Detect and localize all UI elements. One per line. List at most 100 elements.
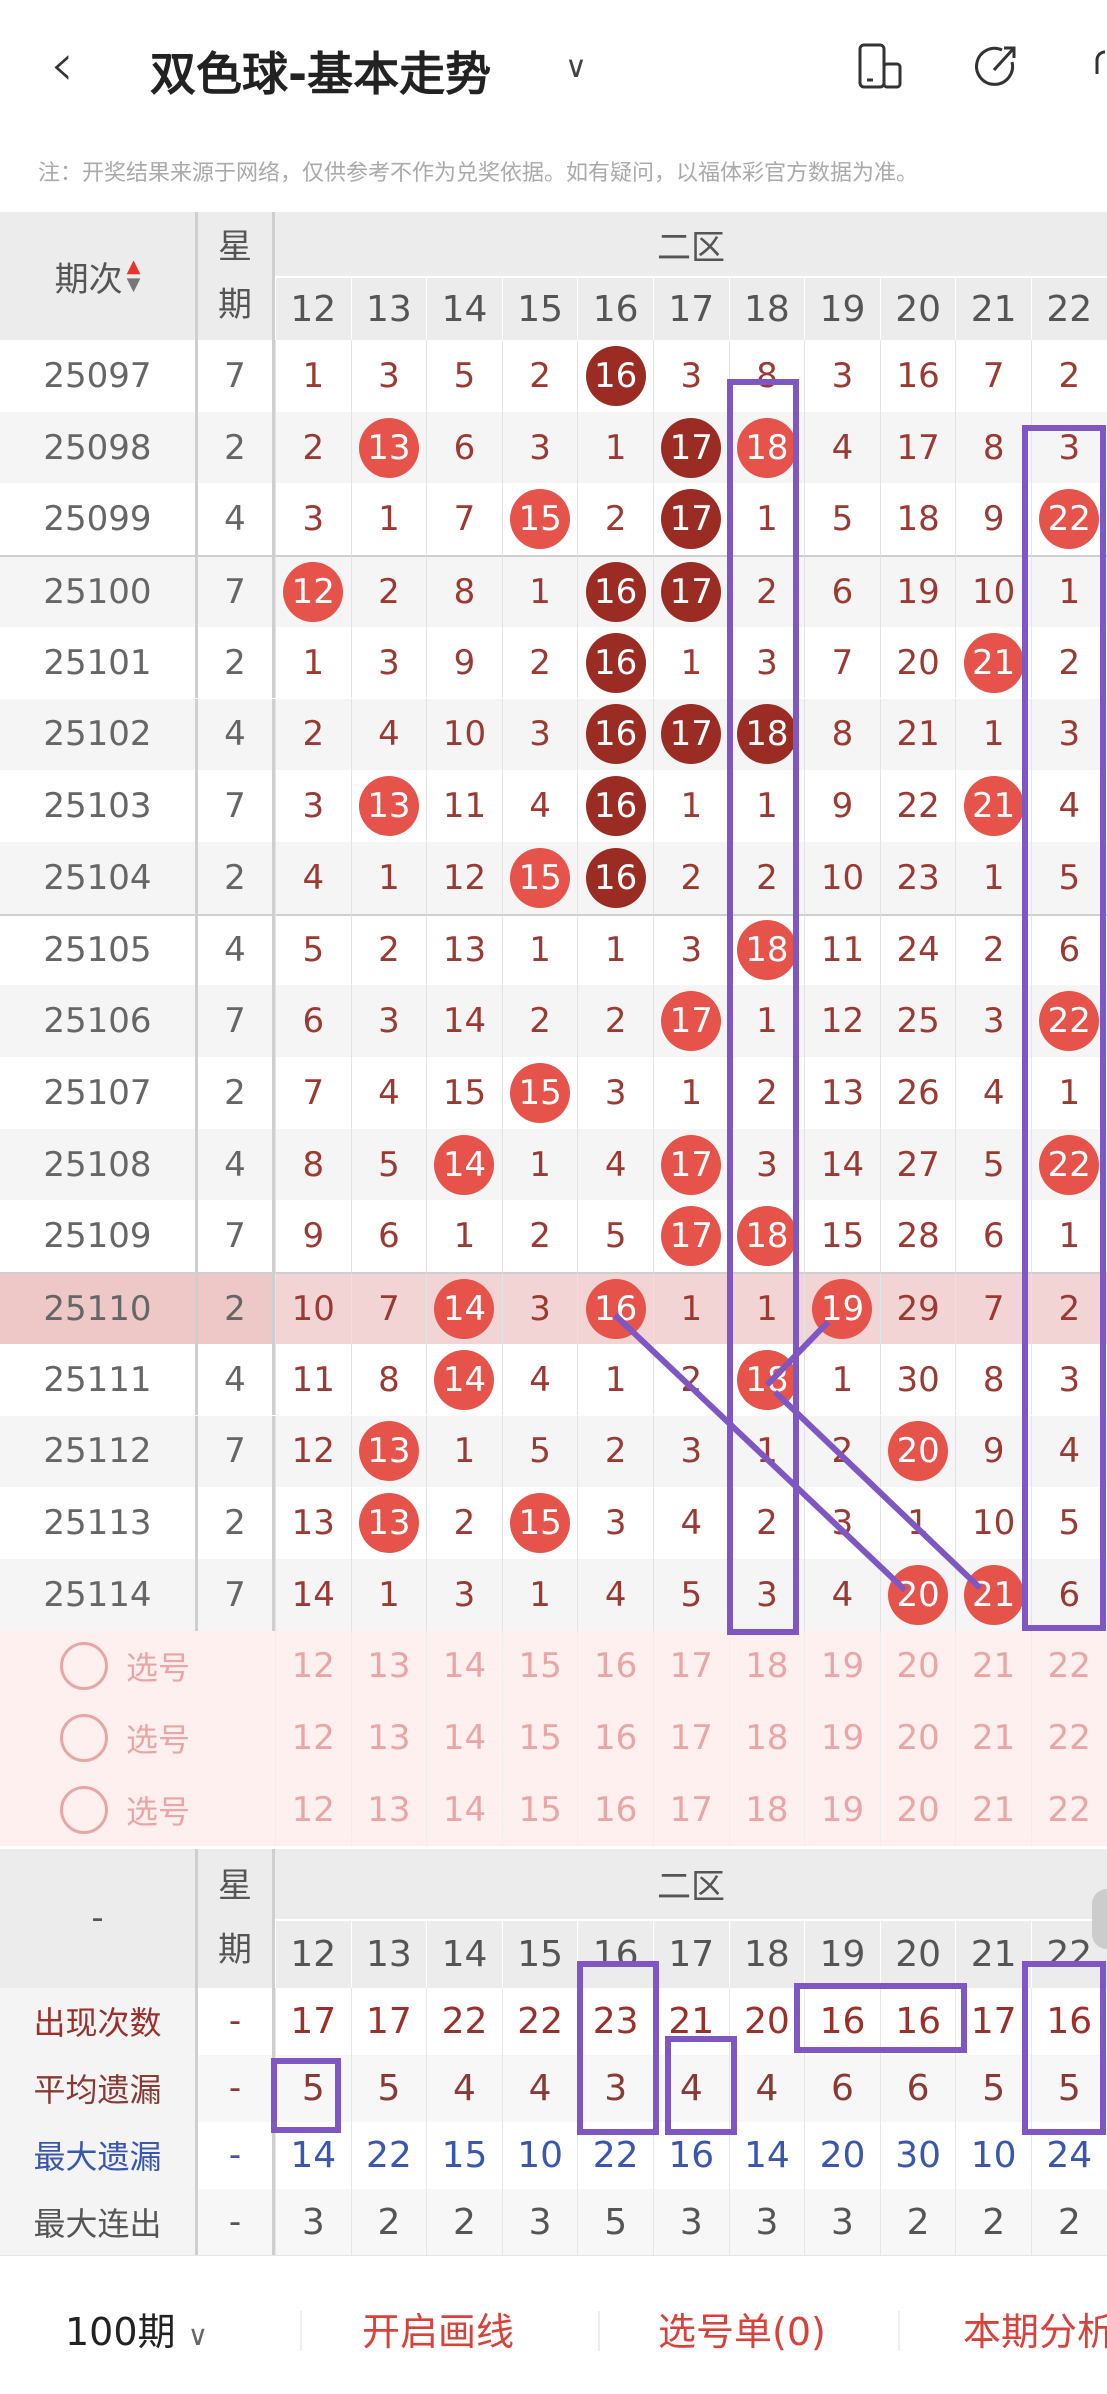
period-select[interactable]: 100期 ∨ xyxy=(65,2301,208,2356)
select-number[interactable]: 20 xyxy=(879,1630,956,1703)
select-number[interactable]: 22 xyxy=(1031,1702,1107,1774)
number-cell: 14 xyxy=(426,1128,502,1201)
back-button[interactable]: ‹ xyxy=(50,30,74,100)
select-number[interactable]: 14 xyxy=(426,1774,502,1846)
number-cell: 18 xyxy=(728,1200,805,1273)
select-number[interactable]: 18 xyxy=(728,1630,805,1703)
sort-icon[interactable]: ▲ ▼ xyxy=(126,256,141,295)
select-number[interactable]: 20 xyxy=(879,1702,956,1774)
select-number[interactable]: 19 xyxy=(804,1702,880,1774)
select-number[interactable]: 22 xyxy=(1031,1774,1107,1846)
ball-red: 15 xyxy=(510,847,571,908)
stat-value: 20 xyxy=(804,2121,880,2189)
stat-value: 22 xyxy=(501,1987,578,2055)
radio-circle-icon[interactable] xyxy=(60,1642,108,1691)
number-cell: 1 xyxy=(955,698,1031,771)
number-cell: 21 xyxy=(955,1558,1031,1631)
select-number[interactable]: 13 xyxy=(350,1774,427,1846)
column-header: 16 xyxy=(577,1920,653,1988)
number-cell: 15 xyxy=(501,1487,578,1559)
number-cell: 2 xyxy=(1031,1272,1107,1344)
select-number[interactable]: 16 xyxy=(577,1630,653,1703)
select-number[interactable]: 21 xyxy=(955,1630,1031,1703)
number-cell: 18 xyxy=(728,1343,805,1416)
analysis-button[interactable]: 本期分析 xyxy=(963,2310,1107,2354)
select-number[interactable]: 17 xyxy=(653,1702,729,1774)
select-label: 选号 xyxy=(126,1792,191,1831)
number-cell: 22 xyxy=(1031,985,1107,1057)
select-number[interactable]: 20 xyxy=(879,1774,956,1846)
select-row-label[interactable]: 选号 xyxy=(0,1702,275,1774)
select-number[interactable]: 13 xyxy=(350,1702,427,1774)
select-number[interactable]: 17 xyxy=(653,1774,729,1846)
select-number[interactable]: 21 xyxy=(955,1774,1031,1846)
number-cell: 18 xyxy=(879,483,956,556)
week-cell: 7 xyxy=(195,340,275,412)
select-number[interactable]: 12 xyxy=(275,1702,351,1774)
select-number[interactable]: 12 xyxy=(275,1630,351,1703)
number-cell: 5 xyxy=(804,483,880,556)
number-cell: 21 xyxy=(879,698,956,771)
number-cell: 5 xyxy=(955,1128,1031,1201)
select-number[interactable]: 13 xyxy=(350,1630,427,1703)
number-cell: 8 xyxy=(804,698,880,771)
number-cell: 5 xyxy=(350,1128,427,1201)
select-number[interactable]: 22 xyxy=(1031,1630,1107,1703)
page-title[interactable]: 双色球-基本走势 xyxy=(150,47,492,101)
radio-circle-icon[interactable] xyxy=(60,1785,108,1834)
select-number[interactable]: 18 xyxy=(728,1774,805,1846)
period-cell: 25112 xyxy=(0,1415,195,1488)
select-number[interactable]: 21 xyxy=(955,1702,1031,1774)
ball-red: 12 xyxy=(283,561,344,622)
number-cell: 1 xyxy=(426,1200,502,1273)
number-cell: 4 xyxy=(275,841,351,914)
number-cell: 1 xyxy=(501,1558,578,1631)
stat-value: 3 xyxy=(804,2188,880,2256)
select-number[interactable]: 16 xyxy=(577,1774,653,1846)
pick-list-button[interactable]: 选号单(0) xyxy=(658,2310,826,2354)
select-number[interactable]: 19 xyxy=(804,1630,880,1703)
number-cell: 9 xyxy=(804,770,880,842)
number-cell: 1 xyxy=(1031,1200,1107,1273)
number-cell: 2 xyxy=(577,985,653,1057)
column-header: 12 xyxy=(275,278,351,340)
radio-circle-icon[interactable] xyxy=(60,1714,108,1763)
draw-lines-button[interactable]: 开启画线 xyxy=(362,2310,515,2354)
number-cell: 2 xyxy=(955,913,1031,986)
scroll-handle[interactable] xyxy=(1092,1888,1107,1949)
number-cell: 3 xyxy=(350,340,427,412)
number-cell: 5 xyxy=(426,340,502,412)
more-icon[interactable] xyxy=(1095,42,1107,92)
ball-red: 20 xyxy=(888,1564,949,1625)
bottom-toolbar: 100期 ∨ 开启画线 选号单(0) 本期分析 xyxy=(0,2255,1107,2394)
number-cell: 7 xyxy=(350,1272,427,1344)
share-icon[interactable] xyxy=(972,42,1022,92)
number-cell: 16 xyxy=(577,626,653,699)
period-header[interactable]: 期次 ▲ ▼ xyxy=(0,212,195,340)
phone-tablet-icon[interactable] xyxy=(855,42,905,92)
select-number[interactable]: 15 xyxy=(501,1702,578,1774)
select-number[interactable]: 14 xyxy=(426,1630,502,1703)
number-cell: 12 xyxy=(275,1415,351,1488)
number-cell: 10 xyxy=(955,555,1031,627)
period-cell: 25098 xyxy=(0,411,195,484)
select-number[interactable]: 15 xyxy=(501,1630,578,1703)
select-number[interactable]: 15 xyxy=(501,1774,578,1846)
number-cell: 8 xyxy=(426,555,502,627)
number-cell: 16 xyxy=(577,841,653,914)
number-cell: 17 xyxy=(653,985,729,1057)
select-number[interactable]: 17 xyxy=(653,1630,729,1703)
select-row-label[interactable]: 选号 xyxy=(0,1630,275,1703)
ball-dark: 16 xyxy=(585,561,646,622)
select-number[interactable]: 12 xyxy=(275,1774,351,1846)
number-cell: 18 xyxy=(728,913,805,986)
select-row-label[interactable]: 选号 xyxy=(0,1774,275,1846)
select-number[interactable]: 14 xyxy=(426,1702,502,1774)
stat-week: - xyxy=(195,2121,275,2189)
number-cell: 13 xyxy=(350,1415,427,1488)
number-cell: 14 xyxy=(426,1343,502,1416)
select-number[interactable]: 19 xyxy=(804,1774,880,1846)
select-number[interactable]: 18 xyxy=(728,1702,805,1774)
select-number[interactable]: 16 xyxy=(577,1702,653,1774)
chevron-down-icon[interactable]: ∨ xyxy=(565,50,587,85)
